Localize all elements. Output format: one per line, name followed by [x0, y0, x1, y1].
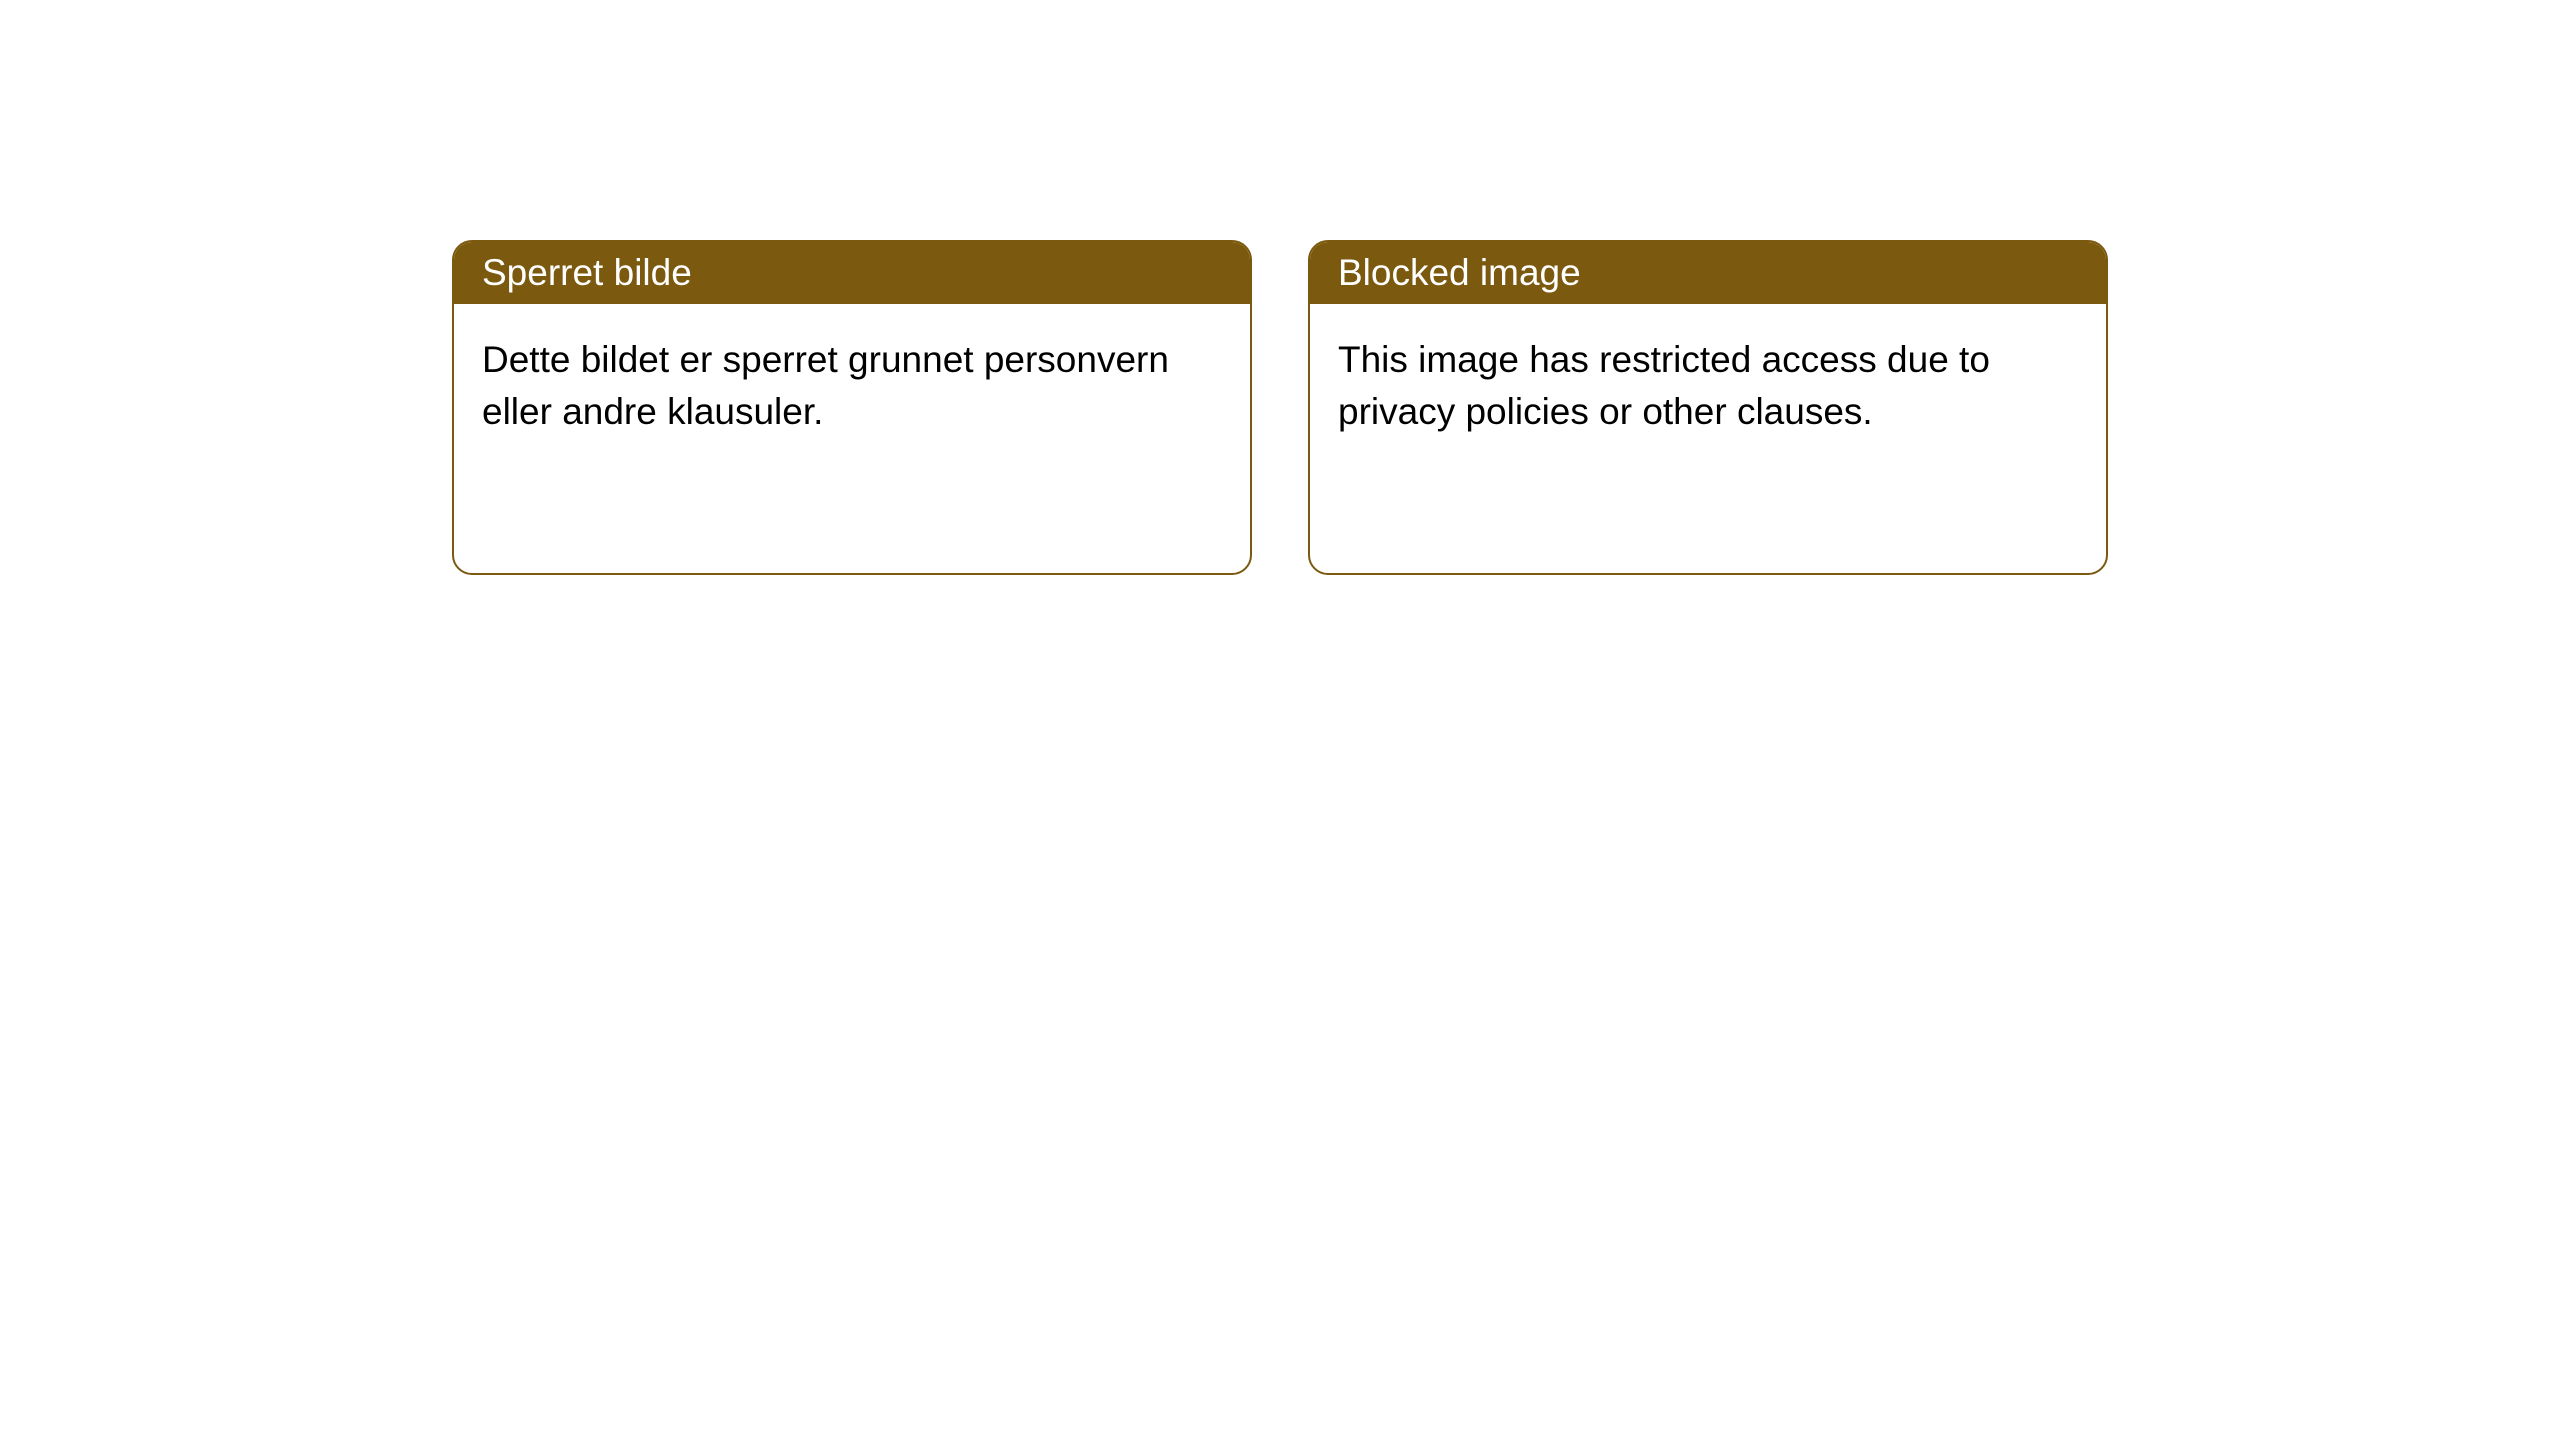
notice-body-norwegian: Dette bildet er sperret grunnet personve… — [454, 304, 1250, 468]
notice-container: Sperret bilde Dette bildet er sperret gr… — [0, 0, 2560, 575]
notice-body-english: This image has restricted access due to … — [1310, 304, 2106, 468]
notice-card-english: Blocked image This image has restricted … — [1308, 240, 2108, 575]
notice-header-norwegian: Sperret bilde — [454, 242, 1250, 304]
notice-card-norwegian: Sperret bilde Dette bildet er sperret gr… — [452, 240, 1252, 575]
notice-header-english: Blocked image — [1310, 242, 2106, 304]
